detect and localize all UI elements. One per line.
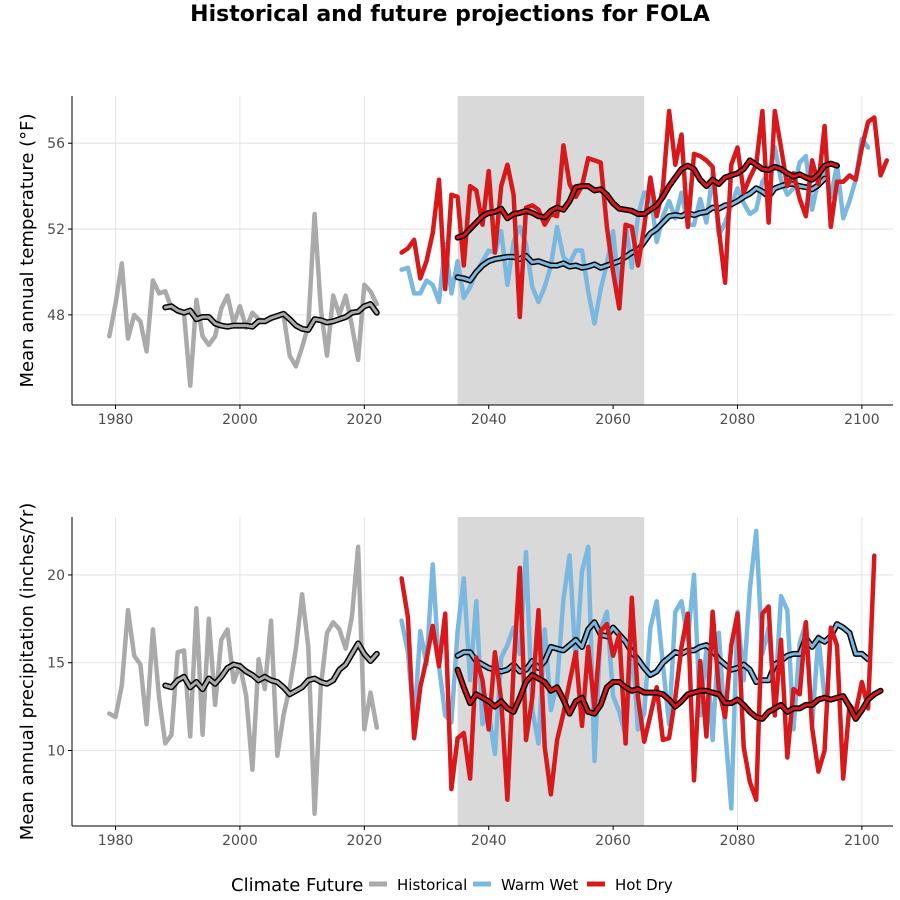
- legend: Climate Future Historical Warm Wet Hot Dry: [231, 875, 673, 896]
- temperature-panel: 1980 2000 2020 2040 2060 2080 2100 48 52 56 Mean a…: [17, 96, 893, 428]
- precipitation-panel: 1980 2000 2020 2040 2060 2080 2100 10 15 20 Mean a…: [17, 503, 893, 849]
- series-historical-rolling-line: [163, 641, 379, 696]
- series-hot-dry-rolling-line: [456, 158, 839, 240]
- series-hot-dry-annual-line: [399, 553, 877, 802]
- series-warm-wet-rolling-line: [456, 620, 870, 684]
- chart-title: Historical and future projections for FO…: [190, 2, 710, 27]
- y-tick-label: 15: [47, 656, 65, 672]
- x-tick-label: 2000: [222, 412, 258, 428]
- x-tick-label: 2040: [471, 412, 507, 428]
- legend-label-historical: Historical: [397, 876, 467, 894]
- y-tick-label: 20: [47, 568, 65, 584]
- x-tick-label: 2060: [595, 833, 631, 849]
- y-tick-label: 10: [47, 744, 65, 760]
- x-tick-label: 2100: [844, 412, 880, 428]
- series-historical-annual-line: [107, 211, 380, 388]
- y-axis-label: Mean annual precipitation (inches/Yr): [17, 503, 38, 841]
- x-tick-label: 2000: [222, 833, 258, 849]
- x-tick-label: 2060: [595, 412, 631, 428]
- legend-label-warm-wet: Warm Wet: [501, 876, 579, 894]
- x-tick-label: 2080: [720, 412, 756, 428]
- series-hot-dry-rolling-line: [456, 668, 883, 721]
- legend-title: Climate Future: [231, 875, 363, 896]
- y-tick-label: 52: [47, 222, 65, 238]
- y-tick-label: 48: [47, 308, 65, 324]
- legend-label-hot-dry: Hot Dry: [615, 876, 673, 894]
- y-axis-label: Mean annual temperature (°F): [17, 113, 38, 387]
- series-historical-annual-line: [107, 544, 380, 816]
- x-tick-label: 1980: [98, 412, 134, 428]
- x-tick-label: 2040: [471, 833, 507, 849]
- series-hot-dry-annual-line: [399, 108, 890, 320]
- x-tick-label: 2020: [347, 412, 383, 428]
- series-historical-rolling-line: [163, 302, 379, 332]
- x-tick-label: 2020: [347, 833, 383, 849]
- x-tick-label: 2100: [844, 833, 880, 849]
- x-tick-label: 1980: [98, 833, 134, 849]
- y-tick-label: 56: [47, 136, 65, 152]
- x-tick-label: 2080: [720, 833, 756, 849]
